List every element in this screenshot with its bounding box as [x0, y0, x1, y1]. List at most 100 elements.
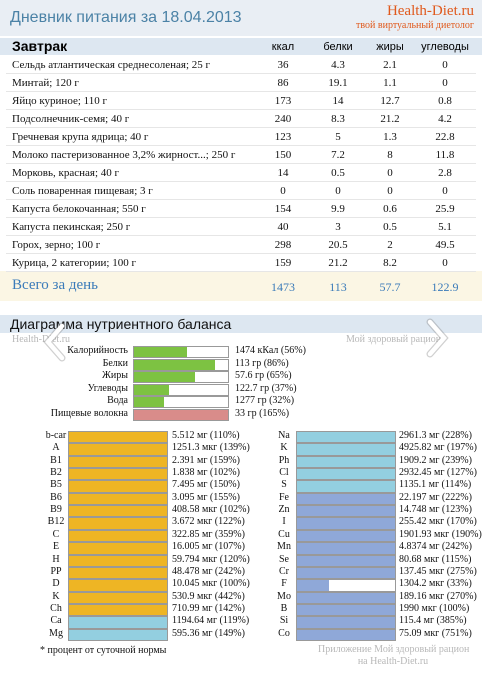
bar — [134, 397, 165, 408]
bar — [297, 506, 395, 517]
cell-value: 14 — [332, 95, 344, 107]
row-divider — [6, 109, 476, 110]
bar — [297, 456, 395, 468]
food-name: Горох, зерно; 100 г — [12, 239, 101, 251]
cell-value: 154 — [274, 203, 292, 215]
bar — [69, 469, 167, 480]
next-arrow[interactable] — [422, 318, 452, 358]
nutrient-label: B — [280, 602, 288, 614]
cell-value: 9.9 — [331, 203, 345, 215]
value-label: 5.512 мг (110%) — [172, 430, 240, 441]
value-label: 122.7 гр (37%) — [235, 382, 297, 394]
value-label: 59.794 мкг (120%) — [172, 553, 250, 565]
footnote: * процент от суточной нормы — [40, 645, 167, 656]
bar — [134, 410, 228, 420]
nutrient-label: Co — [278, 627, 290, 639]
bar — [69, 518, 167, 529]
bar-track — [68, 505, 168, 518]
nutrient-label: B2 — [50, 467, 62, 479]
cell-value: 8.3 — [331, 113, 345, 125]
value-label: 1909.2 мг (239%) — [399, 454, 472, 466]
page-title: Дневник питания за 18.04.2013 — [10, 9, 242, 26]
cell-value: 298 — [274, 239, 292, 251]
bar — [297, 604, 395, 616]
cell-value: 1.1 — [383, 77, 397, 89]
cell-value: 5 — [335, 131, 341, 143]
value-label: 595.36 мг (149%) — [172, 627, 245, 639]
cell-value: 14 — [277, 167, 289, 179]
cell-value: 173 — [274, 95, 292, 107]
bar-track — [296, 542, 396, 555]
nutrient-label: K — [52, 590, 60, 602]
food-name: Курица, 2 категории; 100 г — [12, 257, 136, 269]
bar-track — [68, 529, 168, 543]
cell-value: 25.9 — [435, 203, 455, 215]
cell-value: 150 — [274, 149, 292, 161]
bar — [69, 506, 167, 517]
nutrient-label: B1 — [50, 454, 62, 466]
value-label: 4925.82 мг (197%) — [399, 442, 477, 454]
food-name: Минтай; 120 г — [12, 77, 79, 89]
bar-track — [68, 443, 168, 456]
bar — [297, 567, 395, 579]
value-label: 57.6 гр (65%) — [235, 370, 292, 382]
value-label: 710.99 мг (142%) — [172, 602, 245, 614]
prev-arrow[interactable] — [40, 322, 70, 362]
nutrient-label: Cr — [279, 565, 289, 577]
nutrient-label: b-car — [45, 430, 67, 441]
cell-value: 0 — [280, 185, 286, 197]
bar — [69, 567, 167, 579]
value-label: 48.478 мг (242%) — [172, 565, 245, 577]
cell-value: 240 — [274, 113, 292, 125]
bar-track — [296, 431, 396, 444]
bar-track — [296, 566, 396, 580]
cell-value: 4.3 — [331, 59, 345, 71]
bar — [297, 493, 395, 505]
cell-value: 0.6 — [383, 203, 397, 215]
table-header-bar — [0, 38, 482, 55]
cell-value: 2 — [387, 239, 393, 251]
brand[interactable]: Health-Diet.ru — [386, 3, 474, 19]
nutrient-label: Se — [279, 553, 289, 565]
bar-track — [296, 517, 396, 530]
cell-value: 11.8 — [435, 149, 455, 161]
value-label: 322.85 мг (359%) — [172, 528, 245, 540]
cell-value: 22.8 — [435, 131, 455, 143]
value-label: 1194.64 мг (119%) — [172, 615, 250, 627]
value-label: 137.45 мкг (275%) — [399, 565, 477, 577]
row-divider — [6, 271, 476, 272]
cell-value: 36 — [277, 59, 289, 71]
bar-track — [296, 616, 396, 629]
nutrient-label: PP — [50, 565, 62, 577]
cell-value: 3 — [335, 221, 341, 233]
value-label: 189.16 мкг (270%) — [399, 590, 477, 602]
watermark: Мой здоровый рацион — [346, 334, 442, 345]
bar-track — [68, 591, 168, 604]
diagram-title: Диаграмма нутриентного баланса — [10, 316, 232, 332]
cell-value: 2.1 — [383, 59, 397, 71]
nutrient-label: Zn — [278, 504, 290, 516]
bar-track — [133, 396, 229, 409]
value-label: 33 гр (165%) — [235, 408, 290, 419]
bar — [69, 580, 167, 591]
bar-track — [296, 554, 396, 567]
value-label: 7.495 мг (150%) — [172, 479, 240, 491]
bar — [297, 592, 395, 603]
cell-value: 0 — [442, 59, 448, 71]
nutrient-label: Белки — [102, 357, 128, 369]
nutrient-label: K — [280, 442, 288, 454]
bar — [297, 617, 395, 628]
bar — [69, 592, 167, 603]
value-label: 2932.45 мг (127%) — [399, 467, 477, 479]
total-value: 1473 — [271, 280, 295, 294]
bar — [297, 432, 395, 443]
bar-track — [296, 480, 396, 493]
cell-value: 4.2 — [438, 113, 452, 125]
value-label: 1474 кКал (56%) — [235, 345, 306, 356]
row-divider — [6, 181, 476, 182]
cell-value: 49.5 — [435, 239, 455, 251]
bar-track — [133, 371, 229, 384]
food-name: Подсолнечник-семя; 40 г — [12, 113, 130, 125]
nutrient-label: Ch — [50, 602, 62, 614]
